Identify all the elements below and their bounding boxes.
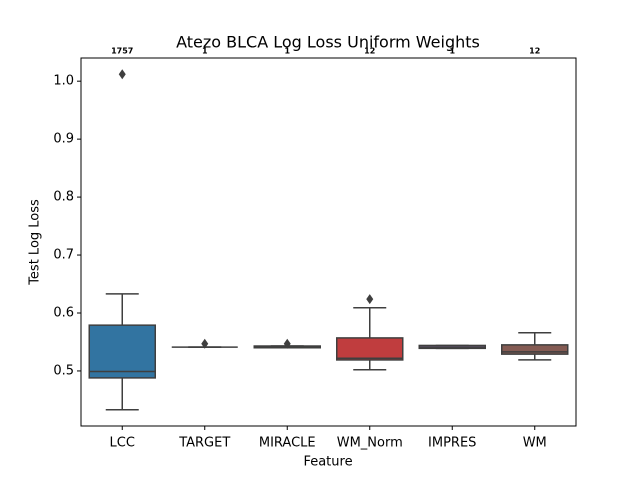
box	[501, 344, 569, 355]
outlier	[118, 69, 126, 80]
x-tick-label: LCC	[110, 436, 135, 451]
count-label: 1757	[111, 47, 133, 56]
x-axis-label: Feature	[303, 455, 352, 470]
box	[336, 337, 404, 361]
outlier	[201, 338, 209, 349]
chart-title: Atezo BLCA Log Loss Uniform Weights	[176, 33, 480, 52]
count-label: 1	[284, 47, 290, 56]
x-tick-label: WM	[523, 436, 547, 451]
box	[88, 324, 156, 379]
y-tick-label: 0.9	[53, 132, 74, 147]
outlier	[366, 294, 374, 305]
y-axis-label: Test Log Loss	[28, 199, 43, 286]
count-label: 12	[529, 47, 540, 56]
y-tick-label: 0.8	[53, 190, 74, 205]
x-tick-label: IMPRES	[428, 436, 476, 451]
plot-frame	[80, 57, 577, 427]
y-tick-label: 0.6	[53, 305, 74, 320]
x-tick-label: MIRACLE	[259, 436, 316, 451]
y-tick-label: 0.7	[53, 248, 74, 263]
count-label: 1	[449, 47, 455, 56]
x-tick-label: WM_Norm	[337, 436, 403, 451]
y-tick-label: 1.0	[53, 74, 74, 89]
outlier	[283, 338, 291, 349]
x-tick-label: TARGET	[178, 436, 230, 451]
count-label: 12	[364, 47, 375, 56]
count-label: 1	[202, 47, 208, 56]
y-tick-label: 0.5	[53, 363, 74, 378]
